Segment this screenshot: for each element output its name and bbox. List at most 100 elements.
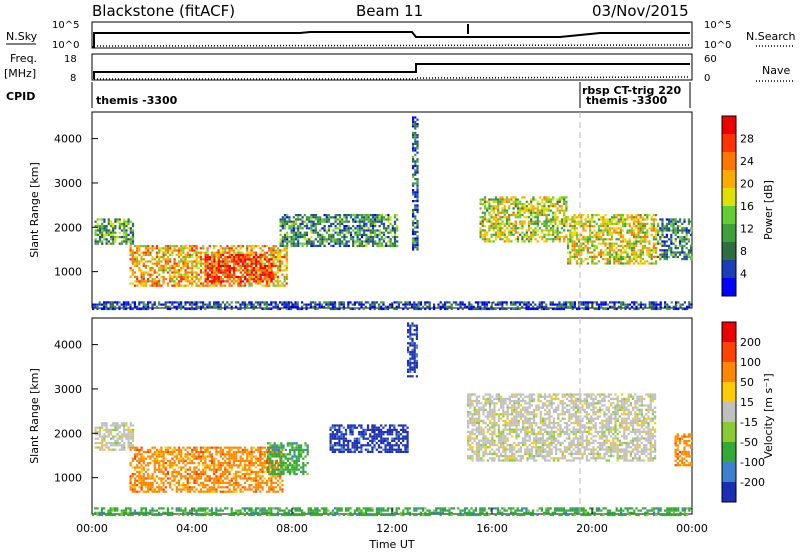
scatter-cell (182, 276, 184, 278)
scatter-cell (372, 225, 374, 227)
scatter-cell (187, 254, 189, 256)
scatter-cell (339, 227, 341, 229)
scatter-cell (143, 265, 145, 267)
scatter-cell (433, 304, 435, 306)
scatter-cell (251, 258, 253, 260)
scatter-cell (305, 306, 307, 308)
scatter-cell (196, 256, 198, 258)
scatter-cell (515, 205, 517, 207)
scatter-cell (659, 238, 661, 240)
scatter-cell (97, 442, 99, 444)
scatter-cell (301, 306, 303, 308)
scatter-cell (202, 263, 204, 265)
scatter-cell (116, 304, 118, 306)
scatter-cell (240, 491, 242, 493)
scatter-cell (99, 236, 101, 238)
scatter-cell (213, 469, 215, 471)
scatter-cell (196, 247, 198, 249)
scatter-cell (576, 234, 578, 236)
scatter-cell (202, 473, 204, 475)
scatter-cell (291, 229, 293, 231)
scatter-cell (546, 240, 548, 242)
scatter-cell (574, 306, 576, 308)
scatter-cell (218, 252, 220, 254)
scatter-cell (193, 473, 195, 475)
scatter-cell (106, 238, 108, 240)
scatter-cell (227, 265, 229, 267)
scatter-cell (237, 484, 239, 486)
scatter-cell (187, 274, 189, 276)
scatter-cell (273, 254, 275, 256)
scatter-cell (615, 243, 617, 245)
scatter-cell (202, 455, 204, 457)
scatter-cell (215, 469, 217, 471)
scatter-cell (629, 225, 631, 227)
scatter-cell (587, 221, 589, 223)
scatter-cell (675, 256, 677, 258)
scatter-cell (193, 308, 195, 310)
scatter-cell (482, 221, 484, 223)
scatter-cell (481, 304, 483, 306)
scatter-cell (571, 256, 573, 258)
scatter-cell (163, 271, 165, 273)
scatter-cell (141, 486, 143, 488)
scatter-cell (565, 236, 567, 238)
scatter-cell (246, 256, 248, 258)
scatter-cell (613, 243, 615, 245)
scatter-cell (624, 262, 626, 264)
scatter-cell (524, 203, 526, 205)
scatter-cell (499, 229, 501, 231)
scatter-cell (193, 252, 195, 254)
scatter-cell (546, 207, 548, 209)
scatter-cell (607, 304, 609, 306)
scatter-cell (390, 216, 392, 218)
scatter-cell (118, 306, 120, 308)
scatter-cell (200, 282, 202, 284)
scatter-cell (640, 306, 642, 308)
scatter-cell (200, 260, 202, 262)
scatter-cell (248, 473, 250, 475)
scatter-cell (524, 207, 526, 209)
scatter-cell (446, 306, 448, 308)
scatter-cell (106, 227, 108, 229)
scatter-cell (156, 271, 158, 273)
scatter-cell (672, 227, 674, 229)
colorbar-tick-label: 28 (740, 133, 754, 146)
scatter-cell (249, 272, 251, 274)
scatter-cell (112, 308, 114, 310)
scatter-cell (633, 308, 635, 310)
scatter-cell (589, 251, 591, 253)
scatter-cell (259, 282, 261, 284)
colorbar-tick-label: 8 (740, 245, 747, 258)
scatter-cell (591, 240, 593, 242)
scatter-cell (158, 460, 160, 462)
scatter-cell (147, 306, 149, 308)
scatter-cell (482, 229, 484, 231)
scatter-cell (158, 278, 160, 280)
scatter-cell (96, 304, 98, 306)
scatter-cell (231, 458, 233, 460)
scatter-cell (313, 232, 315, 234)
scatter-cell (372, 218, 374, 220)
scatter-cell (211, 462, 213, 464)
scatter-cell (145, 247, 147, 249)
scatter-cell (416, 123, 418, 125)
scatter-cell (184, 304, 186, 306)
scatter-cell (216, 280, 218, 282)
scatter-cell (407, 304, 409, 306)
scatter-cell (163, 254, 165, 256)
scatter-cell (101, 424, 103, 426)
scatter-cell (488, 212, 490, 214)
scatter-cell (112, 240, 114, 242)
scatter-cell (363, 216, 365, 218)
scatter-cell (280, 223, 282, 225)
scatter-cell (264, 263, 266, 265)
scatter-cell (541, 199, 543, 201)
scatter-cell (648, 262, 650, 264)
scatter-cell (262, 249, 264, 251)
scatter-cell (690, 221, 692, 223)
scatter-cell (233, 282, 235, 284)
scatter-cell (374, 214, 376, 216)
scatter-cell (497, 225, 499, 227)
scatter-cell (108, 232, 110, 234)
